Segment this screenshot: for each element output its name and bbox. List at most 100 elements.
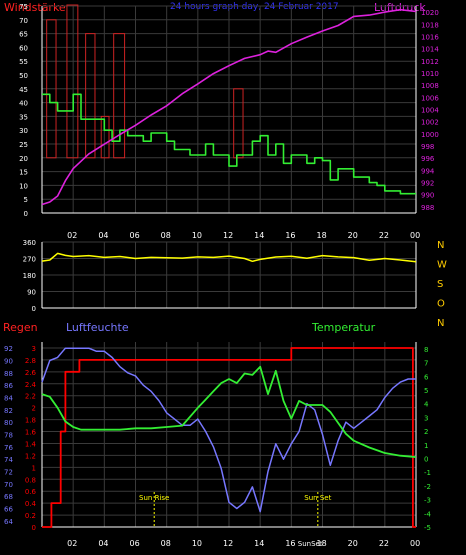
humidity-tick-label: 84 xyxy=(4,395,13,403)
p3-x-tick-label: 18 xyxy=(317,539,327,548)
sun-annotation-label: Sun Set xyxy=(304,494,331,502)
temp-tick-label: -1 xyxy=(424,469,431,477)
p2-y-tick-label: 180 xyxy=(23,272,36,280)
rain-tick-label: 1.6 xyxy=(25,429,37,437)
rain-tick-label: 1.4 xyxy=(25,440,37,448)
p3-x-tick-label: 14 xyxy=(254,539,264,548)
temp-tick-label: 1 xyxy=(424,442,428,450)
humidity-tick-label: 86 xyxy=(4,382,13,390)
rain-tick-label: 0.8 xyxy=(25,476,36,484)
regen-label: Regen xyxy=(3,321,38,334)
pressure-line xyxy=(41,8,417,206)
rain-tick-label: 0.2 xyxy=(25,512,36,520)
gust-bar xyxy=(233,88,244,159)
humidity-tick-label: 78 xyxy=(4,432,13,440)
p1-x-tick-label: 10 xyxy=(192,231,202,240)
p1-y-left-tick-label: 5 xyxy=(24,196,28,204)
rain-tick-label: 3 xyxy=(32,345,36,353)
chart-title: 24 hours graph day, 24 Februar 2017 xyxy=(170,2,339,12)
gust-bar xyxy=(85,33,96,159)
p1-x-tick-label: 06 xyxy=(130,231,140,240)
p1-y-right-tick-label: 992 xyxy=(421,180,434,188)
p1-y-left-tick-label: 35 xyxy=(19,113,28,121)
p3-x-tick-label: 06 xyxy=(130,539,140,548)
p1-y-left-tick-label: 0 xyxy=(24,210,28,218)
temp-tick-label: 5 xyxy=(424,387,428,395)
humidity-tick-label: 74 xyxy=(4,456,13,464)
p1-y-right-tick-label: 1012 xyxy=(421,58,439,66)
p3-x-tick-label: 02 xyxy=(67,539,77,548)
p1-x-tick-label: 12 xyxy=(223,231,233,240)
compass-label: S xyxy=(437,279,443,290)
humidity-tick-label: 88 xyxy=(4,370,13,378)
p1-y-right-tick-label: 998 xyxy=(421,143,434,151)
compass-label: O xyxy=(437,299,445,310)
p1-y-left-tick-label: 30 xyxy=(19,127,28,135)
humidity-tick-label: 76 xyxy=(4,444,13,452)
rain-tick-label: 2.4 xyxy=(25,381,37,389)
humidity-tick-label: 66 xyxy=(4,506,13,514)
p1-y-right-tick-label: 1018 xyxy=(421,21,439,29)
p1-y-right-tick-label: 1004 xyxy=(421,107,439,115)
p1-y-right-tick-label: 1014 xyxy=(421,46,439,54)
gust-bar xyxy=(46,19,57,159)
p1-x-tick-label: 16 xyxy=(285,231,295,240)
rain-tick-label: 1 xyxy=(32,464,36,472)
p2-y-tick-label: 360 xyxy=(23,239,36,247)
p1-x-tick-label: 08 xyxy=(161,231,171,240)
wind-direction-line xyxy=(41,252,417,263)
p1-y-right-tick-label: 1016 xyxy=(421,33,439,41)
rain-tick-label: 2 xyxy=(32,405,36,413)
p1-y-right-tick-label: 988 xyxy=(421,204,434,212)
p1-y-right-tick-label: 1006 xyxy=(421,94,439,102)
wind-pressure-panel: 0 5 10 15 20 25 30 35 40 45 50 55 60 65 70 75 988 990 992 9… xyxy=(19,3,439,240)
humidity-tick-label: 80 xyxy=(4,419,13,427)
p1-y-left-tick-label: 60 xyxy=(19,44,28,52)
rain-humidity-temperature-panel: 64666870727476788082848688909200.20.40.6… xyxy=(4,342,432,548)
p1-y-left-tick-label: 10 xyxy=(19,182,28,190)
p1-x-tick-label: 04 xyxy=(98,231,108,240)
humidity-line xyxy=(41,347,416,513)
p1-y-left-tick-label: 75 xyxy=(19,3,28,11)
compass-label: W xyxy=(437,260,447,271)
rain-tick-label: 1.2 xyxy=(25,452,36,460)
temp-tick-label: 4 xyxy=(424,401,429,409)
p1-y-right-tick-label: 1010 xyxy=(421,70,439,78)
gust-bar xyxy=(66,4,79,159)
humidity-tick-label: 92 xyxy=(4,345,13,353)
temp-tick-label: -2 xyxy=(424,483,431,491)
temp-tick-label: -3 xyxy=(424,497,431,505)
humidity-tick-label: 72 xyxy=(4,469,13,477)
p1-x-tick-label: 18 xyxy=(317,231,327,240)
p1-y-right-tick-label: 990 xyxy=(421,192,434,200)
p1-y-left-tick-label: 40 xyxy=(19,100,28,108)
temperatur-label: Temperatur xyxy=(311,321,376,334)
rain-tick-label: 2.8 xyxy=(25,357,36,365)
p3-x-tick-label: 16 xyxy=(285,539,295,548)
humidity-tick-label: 82 xyxy=(4,407,13,415)
p1-y-left-tick-label: 15 xyxy=(19,169,28,177)
temp-tick-label: -4 xyxy=(424,510,432,518)
temp-tick-label: 6 xyxy=(424,373,429,381)
compass-label: N xyxy=(437,318,444,329)
luftfeuchte-label: Luftfeuchte xyxy=(66,321,129,334)
p1-y-left-tick-label: 50 xyxy=(19,72,28,80)
compass-label: N xyxy=(437,240,444,251)
rain-tick-label: 2.6 xyxy=(25,369,37,377)
temp-tick-label: 8 xyxy=(424,346,428,354)
p3-x-tick-label: 10 xyxy=(192,539,202,548)
p1-y-right-tick-label: 994 xyxy=(421,167,435,175)
rain-tick-label: 0.4 xyxy=(25,500,37,508)
windstaerke-label: Windstärke xyxy=(4,1,66,14)
p1-y-left-tick-label: 45 xyxy=(19,86,28,94)
p3-x-tick-label: 08 xyxy=(161,539,171,548)
humidity-tick-label: 70 xyxy=(4,481,13,489)
p1-y-right-tick-label: 996 xyxy=(421,155,435,163)
p1-y-left-tick-label: 70 xyxy=(19,17,28,25)
p1-y-right-tick-label: 1008 xyxy=(421,82,439,90)
p2-y-tick-label: 90 xyxy=(27,289,36,297)
temperature-line xyxy=(41,365,417,458)
